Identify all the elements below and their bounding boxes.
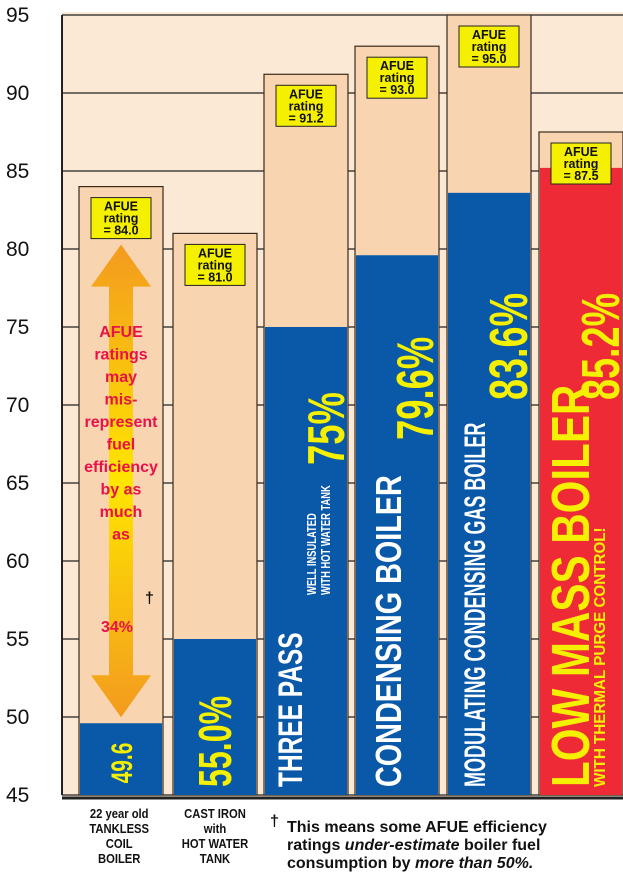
afue-label-text: = 93.0 [379, 83, 414, 97]
efficiency-bar [540, 167, 622, 795]
afue-label-text: AFUE [564, 145, 598, 159]
afue-label-text: = 95.0 [471, 52, 506, 66]
y-tick-label: 85 [6, 160, 29, 183]
afue-label-box [184, 243, 246, 286]
afue-label-text: rating [198, 258, 233, 272]
afue-label-box [90, 197, 152, 240]
efficiency-bar [448, 192, 530, 796]
afue-label-text: rating [564, 157, 599, 171]
x-tick-label: TANKLESS [89, 821, 149, 836]
double-arrow-icon [91, 244, 151, 718]
afue-label-text: = 87.5 [563, 169, 598, 183]
bar-text: LOW MASS BOILER [541, 385, 601, 787]
bar-text: MODULATING CONDENSING GAS BOILER [460, 423, 493, 787]
afue-label-text: = 84.0 [103, 224, 138, 238]
bar-subtext: WITH THERMAL PURGE CONTROL! [592, 527, 609, 787]
x-tick-label: HOT WATER [182, 836, 249, 851]
callout-text: represent [85, 414, 159, 431]
efficiency-bar [356, 255, 438, 796]
y-tick-label: 70 [6, 394, 29, 417]
callout-text: ratings [94, 347, 147, 364]
bar-value-label: 83.6% [478, 293, 538, 400]
y-tick-label: 90 [6, 82, 29, 105]
bar-subtext: WITH HOT WATER TANK [320, 485, 334, 595]
afue-label-text: = 91.2 [288, 111, 323, 125]
afue-label-text: AFUE [289, 87, 323, 101]
callout-text: as [112, 527, 130, 544]
afue-label-text: AFUE [198, 246, 232, 260]
y-tick-label: 50 [6, 706, 29, 729]
callout-text: by as [101, 482, 142, 499]
callout-text: AFUE [99, 324, 143, 341]
callout-dagger: † [145, 590, 154, 607]
afue-label-text: AFUE [104, 200, 138, 214]
bar-text: CONDENSING BOILER [368, 475, 409, 787]
callout-text: much [100, 504, 143, 521]
afue-label-text: = 81.0 [197, 270, 232, 284]
afue-label-text: rating [472, 40, 507, 54]
efficiency-bar [265, 327, 347, 795]
y-tick-label: 60 [6, 550, 29, 573]
bar-subtext: WELL INSULATED [306, 513, 320, 595]
afue-label-text: rating [104, 212, 139, 226]
efficiency-bar [80, 723, 162, 795]
callout-text: efficiency [84, 459, 158, 476]
bar-value-label: 55.0% [190, 696, 241, 787]
callout-text: mis- [105, 392, 138, 409]
bar-value-label: 49.6 [107, 743, 139, 784]
afue-label-box [366, 56, 428, 99]
afue-label-box [550, 142, 612, 185]
afue-label-box [458, 25, 520, 68]
x-tick-label: TANK [200, 851, 231, 866]
bar-value-label: 79.6% [385, 337, 444, 440]
footnote-line: This means some AFUE efficiency [287, 819, 547, 836]
x-tick-label: BOILER [98, 851, 141, 866]
x-tick-label: COIL [106, 836, 133, 851]
x-tick-label: 22 year old [90, 806, 149, 821]
afue-label-text: rating [380, 71, 415, 85]
callout-text: may [105, 369, 137, 386]
x-tick-label: CAST IRON [184, 806, 246, 821]
callout-big-value: 34% [101, 619, 133, 636]
afue-label-text: AFUE [380, 59, 414, 73]
y-tick-label: 75 [6, 316, 29, 339]
afue-label-text: rating [289, 99, 324, 113]
y-tick-label: 45 [6, 784, 29, 807]
afue-label-text: AFUE [472, 28, 506, 42]
footnote-line: consumption by more than 50%. [287, 855, 533, 872]
bar-text: THREE PASS [272, 632, 310, 787]
x-tick-label: with [203, 821, 226, 836]
bar-value-label: 75% [296, 392, 355, 465]
callout-text: fuel [107, 437, 135, 454]
efficiency-bar [174, 639, 256, 795]
footnote-dagger: † [270, 813, 279, 830]
afue-label-box [275, 84, 337, 127]
y-tick-label: 80 [6, 238, 29, 261]
y-tick-label: 55 [6, 628, 29, 651]
y-tick-label: 95 [6, 4, 29, 27]
bar-value-label: 85.2% [570, 293, 623, 400]
footnote-line: ratings under-estimate boiler fuel [287, 837, 540, 854]
y-tick-label: 65 [6, 472, 29, 495]
